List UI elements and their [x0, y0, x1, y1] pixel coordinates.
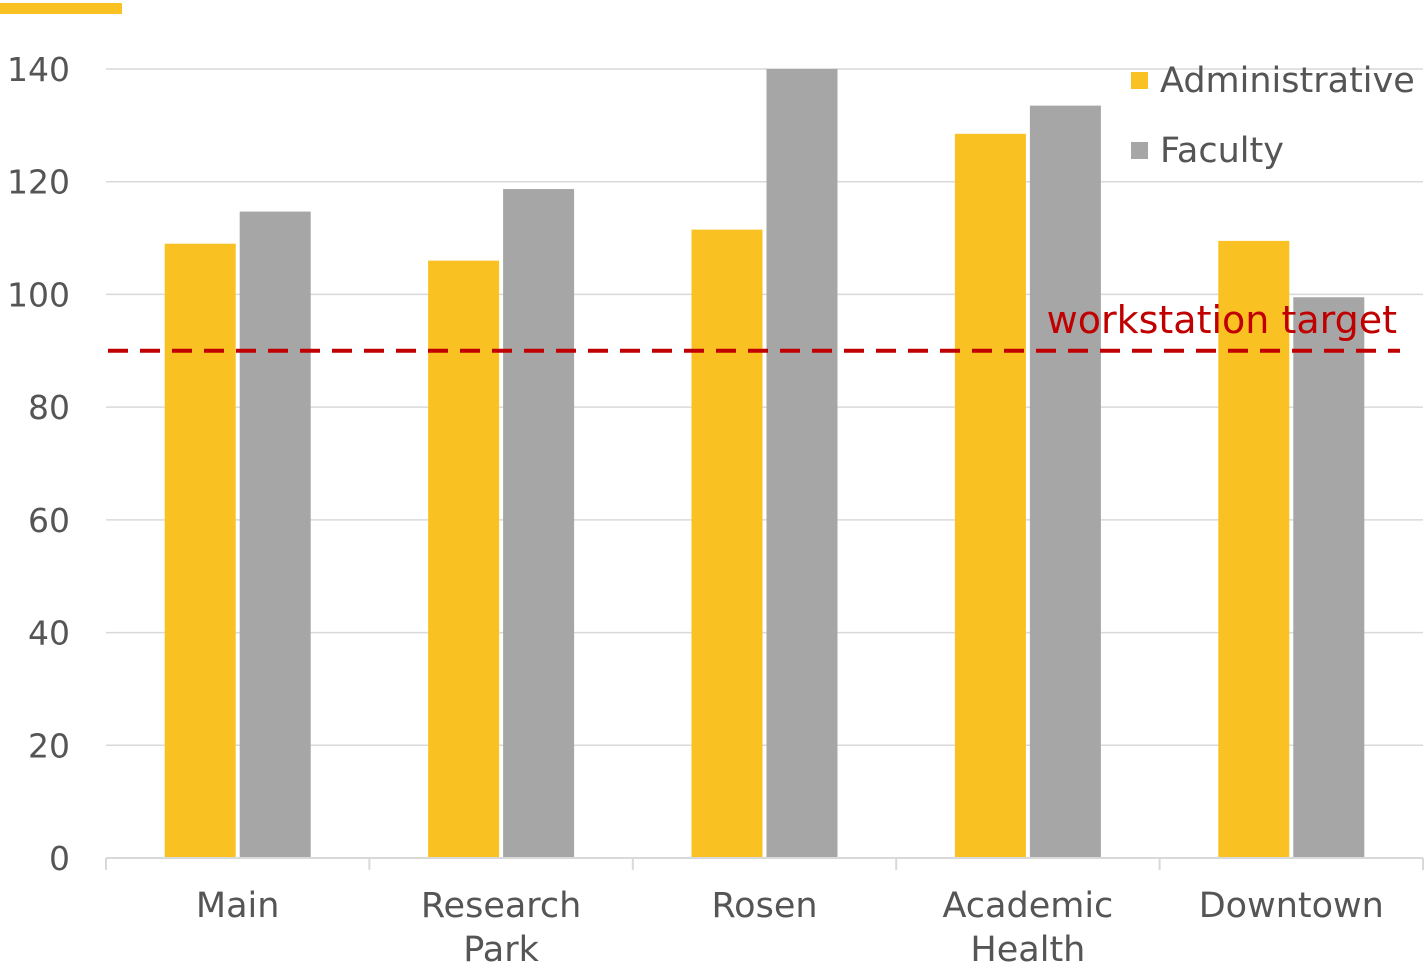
legend: Administrative Faculty — [1131, 61, 1415, 171]
y-tick-label: 40 — [28, 614, 70, 653]
x-axis: Main Research Park Rosen Academic Health Downt… — [106, 858, 1423, 966]
accent-bar — [0, 3, 122, 14]
legend-label: Administrative — [1160, 61, 1415, 101]
y-tick-label: 60 — [28, 501, 70, 540]
x-category-label: Downtown — [1199, 886, 1384, 926]
legend-swatch — [1131, 142, 1148, 159]
x-category-label-line: Rosen — [711, 886, 817, 926]
x-category-label: Academic Health — [942, 886, 1113, 966]
y-tick-label: 120 — [7, 163, 70, 202]
reference-line-label: workstation target — [1047, 298, 1397, 342]
y-tick-label: 140 — [7, 50, 70, 89]
y-axis-ticks: 0 20 40 60 80 100 120 140 — [7, 50, 70, 878]
x-category-label: Research Park — [421, 886, 582, 966]
bar-faculty-2 — [767, 69, 838, 858]
bar-administrative-2 — [692, 230, 763, 858]
x-category-label-line: Downtown — [1199, 886, 1384, 926]
bar-faculty-0 — [240, 212, 311, 858]
bar-administrative-3 — [955, 134, 1026, 858]
y-tick-label: 80 — [28, 388, 70, 427]
bars — [165, 69, 1365, 858]
y-tick-label: 0 — [49, 839, 70, 878]
bar-faculty-1 — [503, 189, 574, 858]
x-category-label-line: Academic — [942, 886, 1113, 926]
x-category-label-line: Main — [196, 886, 280, 926]
legend-label: Faculty — [1160, 131, 1284, 171]
y-tick-label: 20 — [28, 726, 70, 765]
x-category-label-line: Research — [421, 886, 582, 926]
y-tick-label: 100 — [7, 275, 70, 314]
x-category-label-line: Park — [463, 930, 539, 966]
x-category-label: Main — [196, 886, 280, 926]
legend-swatch — [1131, 72, 1148, 89]
bar-faculty-4 — [1293, 297, 1364, 858]
bar-faculty-3 — [1030, 106, 1101, 858]
x-category-label-line: Health — [970, 930, 1085, 966]
x-category-label: Rosen — [711, 886, 817, 926]
bar-administrative-0 — [165, 244, 236, 858]
